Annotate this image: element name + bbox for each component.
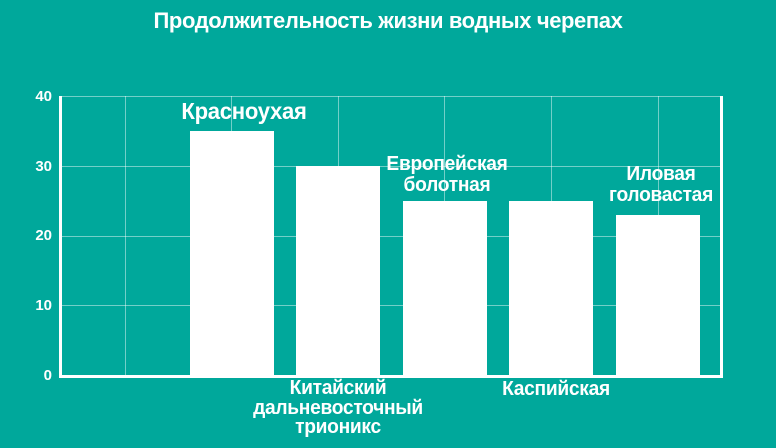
x-axis-line	[59, 375, 723, 378]
label-krasnouhaya: Красноухая	[181, 98, 307, 124]
ytick-20: 20	[35, 227, 52, 244]
bar-trioniks	[296, 166, 380, 375]
gridline-y10	[60, 305, 722, 306]
ytick-40: 40	[35, 88, 52, 105]
gridline-y30	[60, 166, 722, 167]
label-evropeyskaya-line1: Европейская	[386, 153, 508, 175]
label-trioniks: Китайский дальневосточный трионикс	[253, 377, 423, 438]
label-trioniks-line3: трионикс	[295, 416, 381, 438]
y-axis-line	[59, 96, 62, 378]
plot-right-border	[720, 96, 723, 378]
bar-krasnouhaya	[189, 131, 274, 375]
label-ilovaya-line1: Иловая	[626, 163, 696, 185]
label-evropeyskaya-line2: болотная	[403, 174, 491, 196]
bar-kaspiyskaya	[509, 201, 593, 375]
ytick-0: 0	[43, 367, 52, 384]
label-evropeyskaya: Европейская болотная	[386, 154, 507, 196]
gridline-x1	[125, 96, 126, 375]
bar-evropeyskaya	[402, 201, 487, 375]
label-ilovaya-line2: головастая	[609, 184, 713, 206]
chart-title: Продолжительность жизни водных черепах	[153, 8, 623, 33]
label-ilovaya: Иловая головастая	[609, 164, 713, 206]
bar-ilovaya	[615, 215, 700, 375]
gridline-y40	[60, 96, 722, 97]
label-kaspiyskaya: Каспийская	[502, 378, 610, 400]
ytick-10: 10	[35, 297, 52, 314]
ytick-30: 30	[35, 158, 52, 175]
gridline-y20	[60, 236, 722, 237]
label-trioniks-line1: Китайский	[289, 377, 387, 399]
label-trioniks-line2: дальневосточный	[253, 396, 423, 419]
